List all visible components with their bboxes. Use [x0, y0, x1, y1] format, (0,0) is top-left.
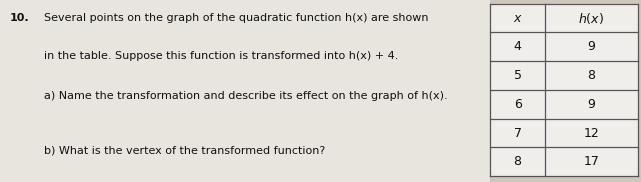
- Text: 6: 6: [513, 98, 522, 111]
- Text: b) What is the vertex of the transformed function?: b) What is the vertex of the transformed…: [44, 146, 325, 156]
- Text: 10.: 10.: [10, 13, 29, 23]
- Text: 9: 9: [587, 98, 595, 111]
- Text: in the table. Suppose this function is transformed into h(x) + 4.: in the table. Suppose this function is t…: [44, 51, 398, 61]
- Bar: [490, 4, 638, 176]
- Text: 17: 17: [583, 155, 599, 168]
- Text: $x$: $x$: [513, 11, 522, 25]
- Text: 5: 5: [513, 69, 522, 82]
- Text: 8: 8: [513, 155, 522, 168]
- Text: 12: 12: [583, 126, 599, 140]
- Text: 8: 8: [587, 69, 595, 82]
- Text: 9: 9: [587, 40, 595, 53]
- Text: Several points on the graph of the quadratic function h(x) are shown: Several points on the graph of the quadr…: [44, 13, 428, 23]
- Text: a) Name the transformation and describe its effect on the graph of h(x).: a) Name the transformation and describe …: [44, 91, 447, 101]
- Bar: [0, 0, 490, 182]
- Text: 7: 7: [513, 126, 522, 140]
- Text: 4: 4: [513, 40, 522, 53]
- Text: $h(x)$: $h(x)$: [578, 11, 604, 25]
